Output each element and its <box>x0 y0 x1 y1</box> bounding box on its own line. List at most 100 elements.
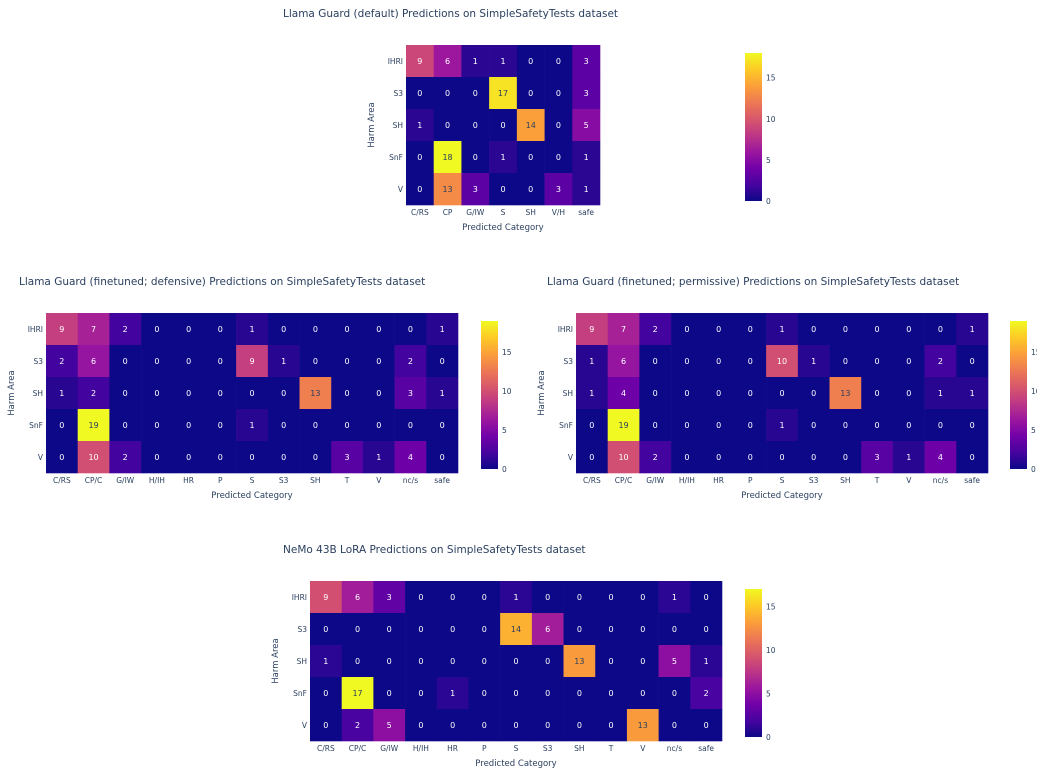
colorbar <box>481 321 498 469</box>
heatmap-cell <box>341 613 374 646</box>
heatmap-cell-label: 0 <box>528 57 533 66</box>
heatmap-cell <box>576 313 608 346</box>
heatmap-cell-label: 0 <box>875 389 880 398</box>
x-axis-title: Predicted Category <box>741 491 822 501</box>
heatmap-cell <box>331 377 364 410</box>
y-tick-label-v: V <box>568 453 574 462</box>
heatmap-cell-label: 0 <box>450 625 455 634</box>
heatmap-cell <box>924 377 957 410</box>
heatmap-cell-label: 0 <box>704 625 709 634</box>
heatmap-cell <box>236 345 269 378</box>
colorbar-tick-label: 0 <box>502 465 507 474</box>
heatmap-cell-label: 0 <box>408 421 413 430</box>
heatmap-cell-label: 10 <box>777 357 787 366</box>
heatmap-cell <box>734 377 767 410</box>
heatmap-cell-label: 9 <box>417 57 422 66</box>
heatmap-cell <box>109 377 142 410</box>
heatmap-cell-label: 1 <box>249 421 254 430</box>
x-tick-label-cp: CP <box>443 208 453 217</box>
x-tick-label-cp-c: CP/C <box>85 476 103 485</box>
heatmap-cell-label: 0 <box>418 689 423 698</box>
heatmap-cell <box>572 173 601 206</box>
heatmap-cell-label: 0 <box>843 325 848 334</box>
heatmap-cell <box>394 345 427 378</box>
heatmap-cell-label: 1 <box>440 325 445 334</box>
heatmap-cell-label: 0 <box>376 421 381 430</box>
heatmap-cell <box>690 645 723 678</box>
heatmap-cell-label: 13 <box>638 721 648 730</box>
heatmap-cell <box>341 709 374 742</box>
heatmap-cell-label: 0 <box>154 325 159 334</box>
heatmap-cell-label: 0 <box>473 153 478 162</box>
heatmap-cell <box>299 313 332 346</box>
x-tick-label-g-iw: G/IW <box>646 476 665 485</box>
heatmap-cell-label: 0 <box>154 453 159 462</box>
heatmap-cell <box>362 377 395 410</box>
heatmap-cell <box>797 377 830 410</box>
x-tick-label-g-iw: G/IW <box>466 208 485 217</box>
heatmap-cell <box>141 313 174 346</box>
x-tick-label-p: P <box>218 476 223 485</box>
heatmap-cell <box>299 409 332 442</box>
heatmap-cell-label: 0 <box>249 453 254 462</box>
heatmap-cell-label: 3 <box>584 57 589 66</box>
heatmap-cell-label: 1 <box>59 389 64 398</box>
heatmap-cell-label: 0 <box>418 721 423 730</box>
heatmap-cell-label: 1 <box>500 153 505 162</box>
heatmap-cell-label: 6 <box>91 357 96 366</box>
heatmap-cell-label: 1 <box>440 389 445 398</box>
heatmap-cell-label: 0 <box>653 389 658 398</box>
heatmap-cell <box>109 345 142 378</box>
heatmap-cell <box>572 77 601 110</box>
heatmap-cell-label: 0 <box>376 325 381 334</box>
heatmap-cell-label: 0 <box>500 185 505 194</box>
heatmap-cell-label: 0 <box>281 421 286 430</box>
heatmap-cell-label: 0 <box>684 453 689 462</box>
heatmap-cell-label: 1 <box>450 689 455 698</box>
colorbar-tick-label: 0 <box>766 197 771 206</box>
x-tick-label-hr: HR <box>183 476 194 485</box>
heatmap-cell <box>461 109 490 142</box>
heatmap-cell-label: 0 <box>704 721 709 730</box>
x-tick-label-g-iw: G/IW <box>380 744 399 753</box>
heatmap-cell <box>204 409 237 442</box>
colorbar-tick-label: 15 <box>1031 348 1037 357</box>
heatmap-cell <box>576 345 608 378</box>
heatmap-cell-label: 0 <box>704 593 709 602</box>
x-tick-label-hr: HR <box>447 744 458 753</box>
heatmap-cell <box>77 345 110 378</box>
heatmap-cell <box>595 581 628 614</box>
heatmap-cell <box>702 345 735 378</box>
heatmap-cell-label: 0 <box>653 421 658 430</box>
heatmap-cell-label: 0 <box>811 325 816 334</box>
heatmap-cell-label: 0 <box>811 453 816 462</box>
y-axis-title: Harm Area <box>367 102 377 148</box>
heatmap-cell <box>572 109 601 142</box>
heatmap-cell <box>671 409 704 442</box>
heatmap-cell-label: 0 <box>482 625 487 634</box>
heatmap-cell-label: 1 <box>584 185 589 194</box>
heatmap-cell-label: 0 <box>672 721 677 730</box>
x-tick-label-safe: safe <box>578 208 594 217</box>
heatmap-cell-label: 0 <box>313 453 318 462</box>
x-tick-label-safe: safe <box>434 476 450 485</box>
x-tick-label-s: S <box>501 208 506 217</box>
y-tick-label-s3: S3 <box>33 357 43 366</box>
heatmap-cell-label: 1 <box>589 357 594 366</box>
heatmap-cell <box>797 313 830 346</box>
x-tick-label-safe: safe <box>964 476 980 485</box>
heatmap-cell-label: 0 <box>672 625 677 634</box>
x-tick-label-sh: SH <box>574 744 584 753</box>
heatmap-cell <box>77 313 110 346</box>
heatmap-cell <box>658 613 691 646</box>
heatmap-cell <box>892 409 925 442</box>
heatmap-cell <box>373 709 406 742</box>
heatmap-cell <box>77 441 110 474</box>
heatmap-cell <box>373 613 406 646</box>
heatmap-cell <box>639 313 672 346</box>
heatmap-cell <box>734 313 767 346</box>
heatmap-cell <box>563 709 596 742</box>
heatmap-cell <box>489 45 518 78</box>
heatmap-cell-label: 0 <box>640 625 645 634</box>
